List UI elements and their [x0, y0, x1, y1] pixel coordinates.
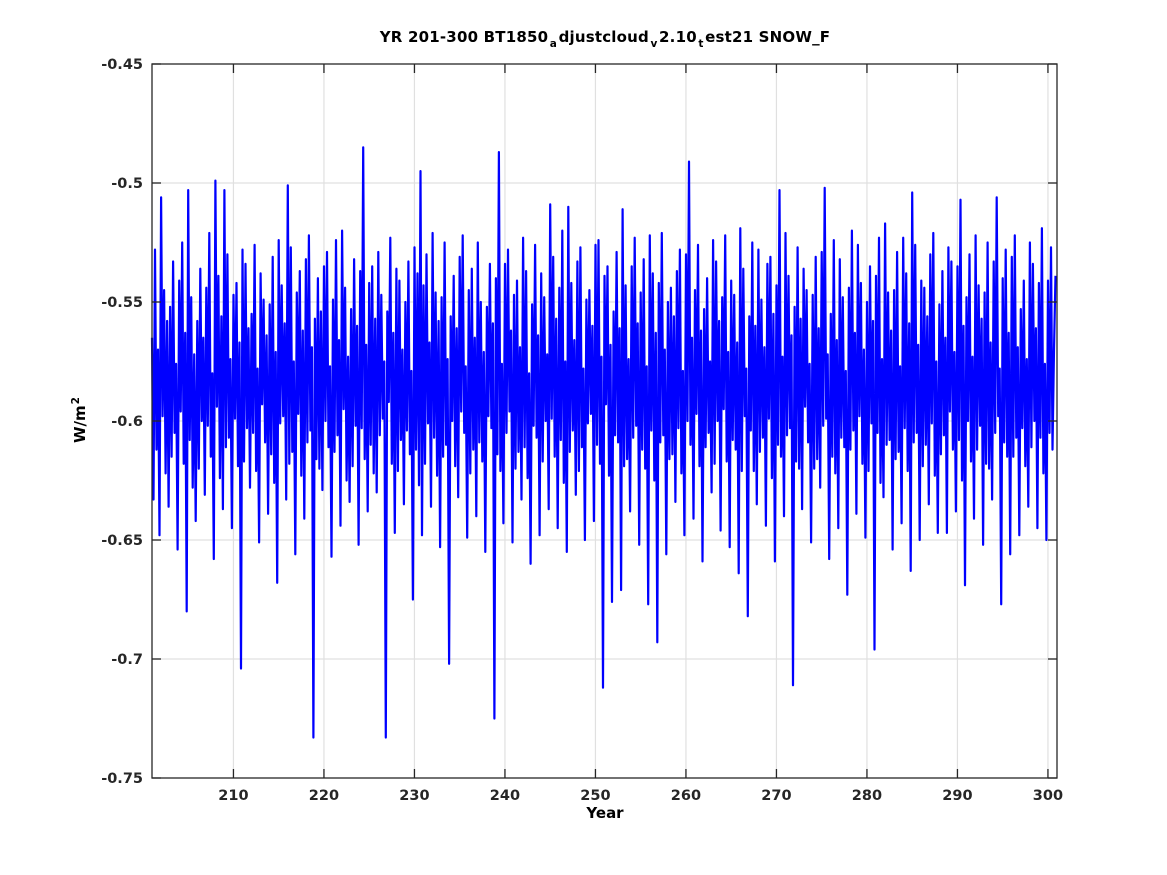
title-subscript: v	[650, 38, 658, 51]
title-text: est21 SNOW_F	[705, 28, 831, 46]
series-line	[150, 146, 1057, 739]
x-tick-label: 240	[490, 788, 520, 804]
chart-title: YR 201-300 BT1850 a djustcloud v 2.10 t est21 …	[152, 28, 1058, 50]
y-tick-label: -0.65	[101, 533, 143, 549]
title-subscript: t	[698, 38, 704, 51]
x-tick-label: 210	[218, 788, 248, 804]
x-tick-label: 250	[580, 788, 610, 804]
y-tick-label: -0.6	[111, 414, 143, 430]
x-tick-label: 300	[1033, 788, 1063, 804]
x-tick-label: 220	[309, 788, 339, 804]
x-tick-label: 260	[671, 788, 701, 804]
title-text: YR 201-300 BT1850	[379, 28, 549, 46]
title-text: djustcloud	[558, 28, 649, 46]
y-tick-label: -0.45	[101, 57, 143, 73]
y-axis-label: W/m2	[70, 397, 89, 443]
x-tick-label: 270	[761, 788, 791, 804]
y-tick-label: -0.5	[111, 176, 143, 192]
y-tick-label: -0.55	[101, 295, 143, 311]
x-tick-label: 280	[852, 788, 882, 804]
x-tick-label: 290	[942, 788, 972, 804]
y-axis-label-exponent: 2	[70, 397, 83, 405]
x-axis-label-text: Year	[586, 804, 624, 822]
title-subscript: a	[549, 38, 558, 51]
y-tick-label: -0.7	[111, 652, 143, 668]
y-tick-label: -0.75	[101, 771, 143, 787]
x-tick-label: 230	[399, 788, 429, 804]
title-text: 2.10	[659, 28, 697, 46]
x-axis-label: Year	[152, 804, 1058, 822]
plot-box	[151, 63, 1058, 779]
y-axis-label-text: W/m	[71, 405, 89, 443]
